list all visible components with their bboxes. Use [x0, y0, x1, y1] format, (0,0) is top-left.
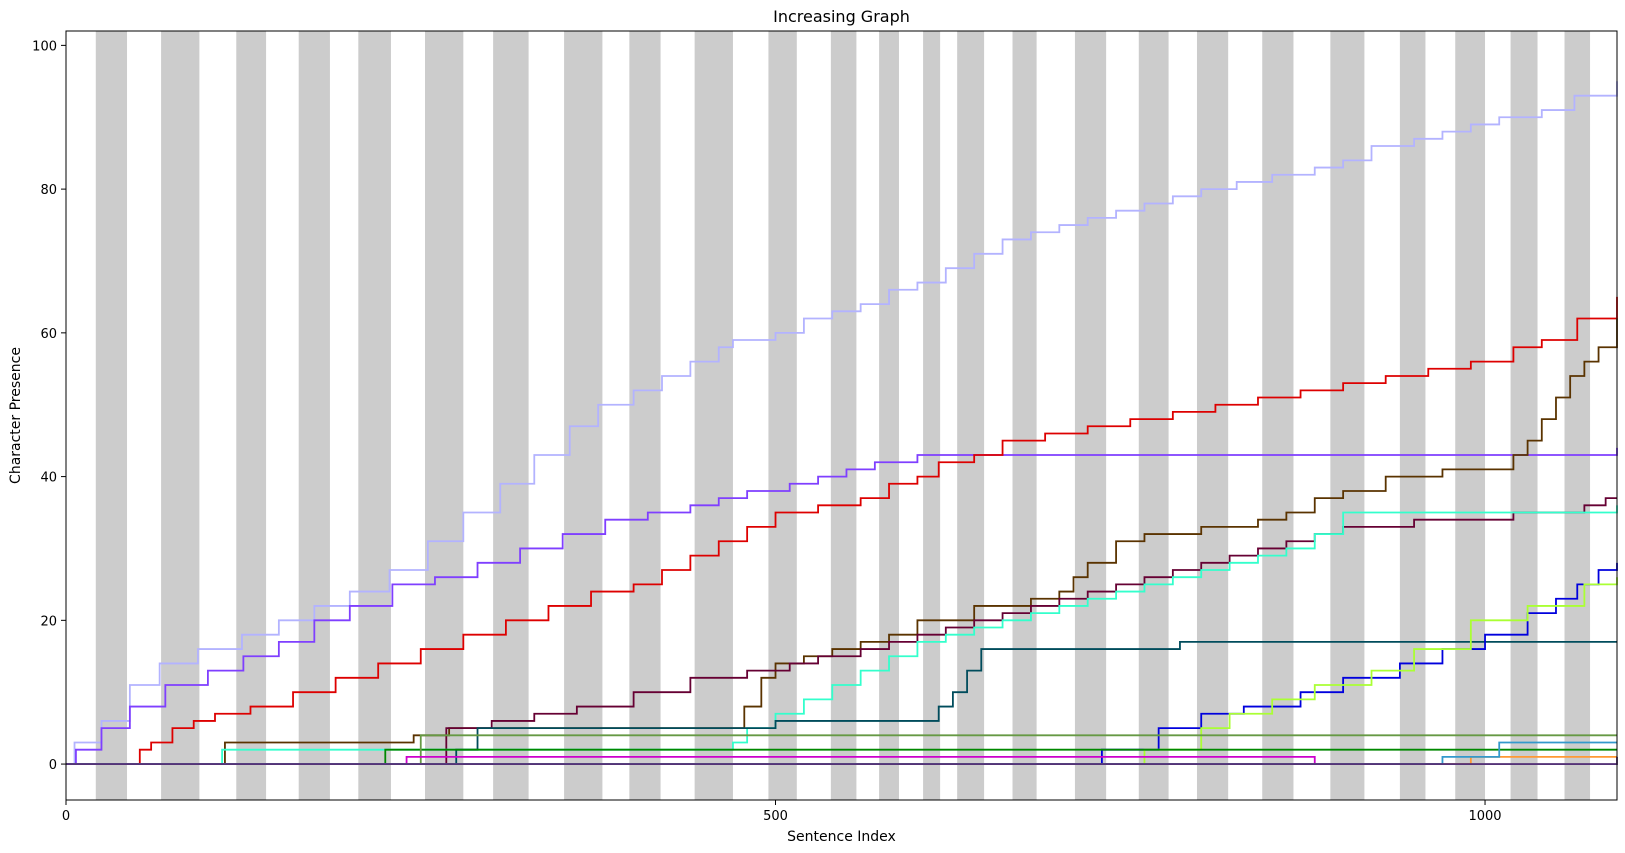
shaded-band [564, 31, 603, 800]
shaded-band [879, 31, 899, 800]
shaded-band [1455, 31, 1486, 800]
series-line [66, 81, 1618, 765]
x-axis-ticks: 0 500 1000 [62, 800, 1502, 824]
chart-title: Increasing Graph [773, 7, 910, 26]
series-line [66, 447, 1618, 765]
y-axis-label: Character Presence [8, 347, 24, 484]
y-tick-label: 60 [40, 327, 57, 342]
shaded-band [629, 31, 661, 800]
shaded-band [161, 31, 200, 800]
series-line [66, 640, 1617, 765]
shaded-band [1330, 31, 1365, 800]
shaded-band [358, 31, 391, 800]
shaded-bands [95, 31, 1591, 800]
shaded-band [830, 31, 857, 800]
shaded-band [1510, 31, 1538, 800]
x-tick-label: 0 [62, 809, 70, 824]
x-axis-label: Sentence Index [787, 829, 896, 845]
x-tick-label: 500 [763, 809, 788, 824]
shaded-band [923, 31, 941, 800]
shaded-band [1399, 31, 1426, 800]
shaded-band [1564, 31, 1591, 800]
shaded-band [425, 31, 464, 800]
shaded-band [493, 31, 529, 800]
series-line [66, 562, 1618, 765]
y-tick-label: 80 [40, 183, 57, 198]
shaded-band [236, 31, 267, 800]
shaded-band [298, 31, 330, 800]
shaded-band [694, 31, 733, 800]
shaded-band [1074, 31, 1107, 800]
y-tick-label: 0 [49, 758, 57, 773]
plot-frame [65, 30, 1618, 801]
shaded-band [1138, 31, 1169, 800]
series-line [66, 318, 1618, 765]
shaded-band [1262, 31, 1294, 800]
x-tick-label: 1000 [1468, 809, 1501, 824]
series-line [66, 296, 1618, 765]
series-line [66, 497, 1617, 765]
shaded-band [1012, 31, 1037, 800]
shaded-band [1196, 31, 1229, 800]
series-lines [66, 81, 1618, 765]
y-tick-label: 20 [40, 614, 57, 629]
y-tick-label: 100 [32, 39, 57, 54]
y-tick-label: 40 [40, 471, 57, 486]
shaded-band [957, 31, 985, 800]
y-axis-ticks: 0 20 40 60 80 100 [32, 39, 66, 773]
shaded-band [768, 31, 797, 800]
shaded-band [95, 31, 128, 800]
